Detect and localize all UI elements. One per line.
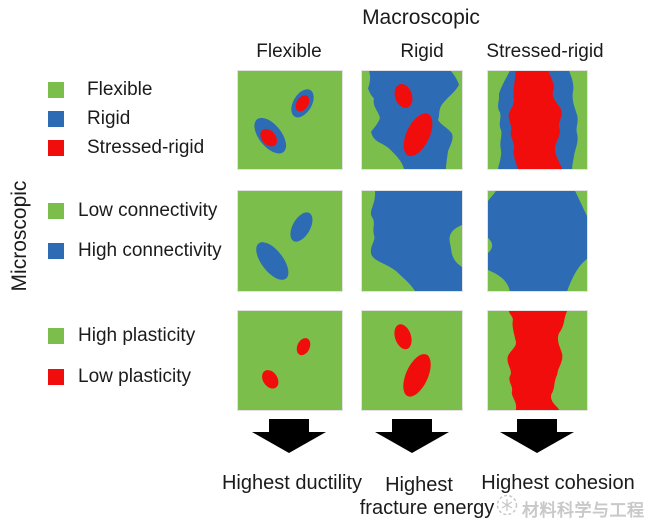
stressed-rigid-inclusion: [403, 113, 433, 157]
down-arrow-stressed-rigid: [500, 419, 574, 453]
outcome-cohesion: Highest cohesion: [481, 472, 635, 494]
high-connectivity-network: [370, 191, 462, 291]
panel-row2-stressed-rigid-graphic: [488, 191, 587, 291]
legend-label-rigid: Rigid: [87, 108, 131, 129]
column-header-rigid: Rigid: [400, 41, 444, 62]
panel-row1-rigid: [361, 70, 463, 170]
high-connectivity-inclusion: [290, 212, 313, 242]
panel-row3-flexible-graphic: [238, 311, 342, 410]
legend-label-flexible: Flexible: [87, 79, 153, 100]
high-plasticity-matrix: [238, 311, 342, 410]
microscopic-axis-title: Microscopic: [8, 180, 31, 292]
down-arrow-icon: [375, 419, 449, 453]
down-arrow-rigid: [375, 419, 449, 453]
legend-label-stressed-rigid: Stressed-rigid: [87, 137, 205, 158]
legend-swatch-high-connectivity: [48, 243, 64, 259]
column-header-stressed-rigid: Stressed-rigid: [486, 41, 604, 62]
rigid-network: [368, 71, 459, 169]
column-header-flexible: Flexible: [256, 41, 322, 62]
legend-swatch-rigid: [48, 111, 64, 127]
high-connectivity-network: [488, 191, 587, 291]
low-connectivity-matrix: [238, 191, 342, 291]
stressed-rigid-core: [295, 95, 310, 112]
panel-row1-stressed-rigid: [487, 70, 588, 170]
legend-label-high-plasticity: High plasticity: [78, 325, 196, 346]
legend-label-low-connectivity: Low connectivity: [78, 200, 218, 221]
outcome-fracture-energy-line2: fracture energy: [359, 497, 495, 519]
legend-label-high-connectivity: High connectivity: [78, 240, 222, 261]
outcome-ductility: Highest ductility: [221, 472, 363, 494]
panel-row1-rigid-graphic: [362, 71, 462, 169]
legend-item-rigid: Rigid: [48, 108, 130, 130]
panel-row1-flexible: [237, 70, 343, 170]
legend-item-low-connectivity: Low connectivity: [48, 200, 217, 222]
low-plasticity-inclusion: [403, 354, 431, 397]
low-plasticity-inclusion: [394, 324, 412, 350]
legend-item-low-plasticity: Low plasticity: [48, 366, 191, 388]
legend-label-low-plasticity: Low plasticity: [78, 366, 191, 387]
panel-row3-stressed-rigid: [487, 310, 588, 411]
stressed-rigid-inclusion: [394, 84, 413, 108]
legend-swatch-high-plasticity: [48, 328, 64, 344]
legend-swatch-stressed-rigid: [48, 140, 64, 156]
outcome-fracture-energy-line1: Highest: [385, 474, 453, 496]
stressed-rigid-band: [508, 71, 563, 169]
watermark-text: 材料科学与工程: [522, 501, 645, 520]
legend-swatch-low-plasticity: [48, 369, 64, 385]
stressed-rigid-core: [260, 128, 277, 147]
panel-row3-stressed-rigid-graphic: [488, 311, 587, 410]
legend-swatch-flexible: [48, 82, 64, 98]
legend-item-stressed-rigid: Stressed-rigid: [48, 137, 204, 159]
low-plasticity-inclusion: [262, 370, 279, 389]
panel-row3-rigid-graphic: [362, 311, 462, 410]
panel-row1-stressed-rigid-graphic: [488, 71, 587, 169]
panel-row2-flexible-graphic: [238, 191, 342, 291]
panel-row2-rigid: [361, 190, 463, 292]
panel-row3-flexible: [237, 310, 343, 411]
down-arrow-icon: [500, 419, 574, 453]
down-arrow-flexible: [252, 419, 326, 453]
macroscopic-axis-title: Macroscopic: [362, 6, 480, 29]
low-plasticity-inclusion: [296, 338, 311, 356]
legend-item-high-connectivity: High connectivity: [48, 240, 222, 262]
panel-row2-stressed-rigid: [487, 190, 588, 292]
panel-row1-flexible-graphic: [238, 71, 342, 169]
legend-swatch-low-connectivity: [48, 203, 64, 219]
down-arrow-icon: [252, 419, 326, 453]
flexible-matrix: [238, 71, 342, 169]
watermark-logo-icon: [494, 492, 520, 518]
panel-row3-rigid: [361, 310, 463, 411]
legend-item-high-plasticity: High plasticity: [48, 325, 195, 347]
low-plasticity-band: [507, 311, 568, 410]
panel-row2-flexible: [237, 190, 343, 292]
panel-row2-rigid-graphic: [362, 191, 462, 291]
legend-item-flexible: Flexible: [48, 79, 152, 101]
high-connectivity-inclusion: [256, 242, 289, 280]
